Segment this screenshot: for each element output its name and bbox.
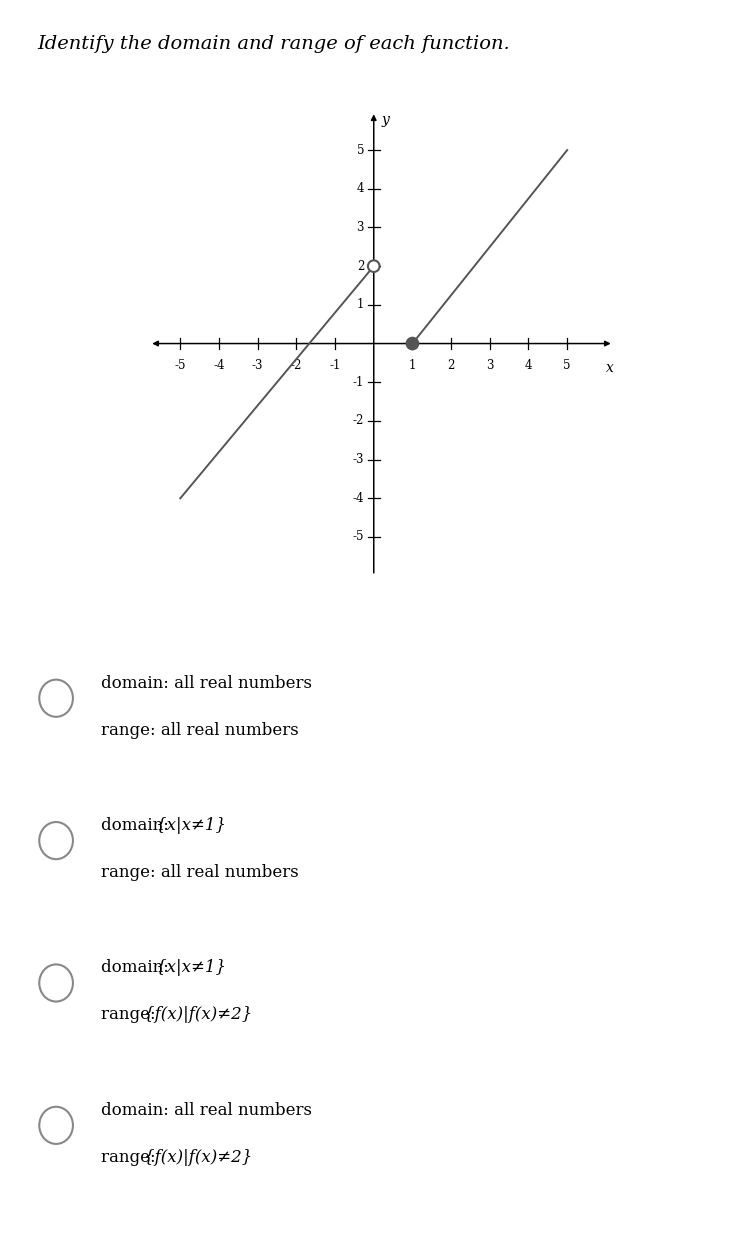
Text: {x|x≠1}: {x|x≠1} (156, 959, 226, 977)
Text: y: y (381, 114, 390, 128)
Text: domain:: domain: (101, 959, 174, 977)
Text: x: x (606, 361, 613, 375)
Text: -2: -2 (353, 415, 364, 427)
Text: -3: -3 (352, 453, 364, 467)
Text: 5: 5 (357, 144, 364, 157)
Text: 3: 3 (357, 220, 364, 234)
Text: Identify the domain and range of each function.: Identify the domain and range of each fu… (37, 35, 510, 53)
Text: -2: -2 (291, 359, 302, 373)
Text: range: all real numbers: range: all real numbers (101, 722, 298, 739)
Text: domain: all real numbers: domain: all real numbers (101, 675, 312, 692)
Text: -1: -1 (329, 359, 341, 373)
Text: 4: 4 (525, 359, 533, 373)
Text: 1: 1 (408, 359, 416, 373)
Text: -3: -3 (252, 359, 263, 373)
Text: range: all real numbers: range: all real numbers (101, 864, 298, 881)
Text: {x|x≠1}: {x|x≠1} (156, 817, 226, 834)
Text: range:: range: (101, 1006, 161, 1024)
Text: -5: -5 (174, 359, 186, 373)
Text: 1: 1 (357, 298, 364, 312)
Text: -4: -4 (352, 491, 364, 505)
Text: 4: 4 (357, 182, 364, 196)
Text: domain:: domain: (101, 817, 174, 834)
Text: {f(x)|f(x)≠2}: {f(x)|f(x)≠2} (144, 1149, 253, 1166)
Text: -1: -1 (353, 375, 364, 389)
Text: {f(x)|f(x)≠2}: {f(x)|f(x)≠2} (144, 1006, 253, 1024)
Circle shape (368, 260, 379, 272)
Text: 2: 2 (447, 359, 455, 373)
Text: -4: -4 (213, 359, 224, 373)
Circle shape (407, 338, 418, 349)
Text: 5: 5 (563, 359, 571, 373)
Text: -5: -5 (352, 530, 364, 543)
Text: domain: all real numbers: domain: all real numbers (101, 1102, 312, 1119)
Text: 2: 2 (357, 260, 364, 272)
Text: 3: 3 (486, 359, 494, 373)
Text: range:: range: (101, 1149, 161, 1166)
